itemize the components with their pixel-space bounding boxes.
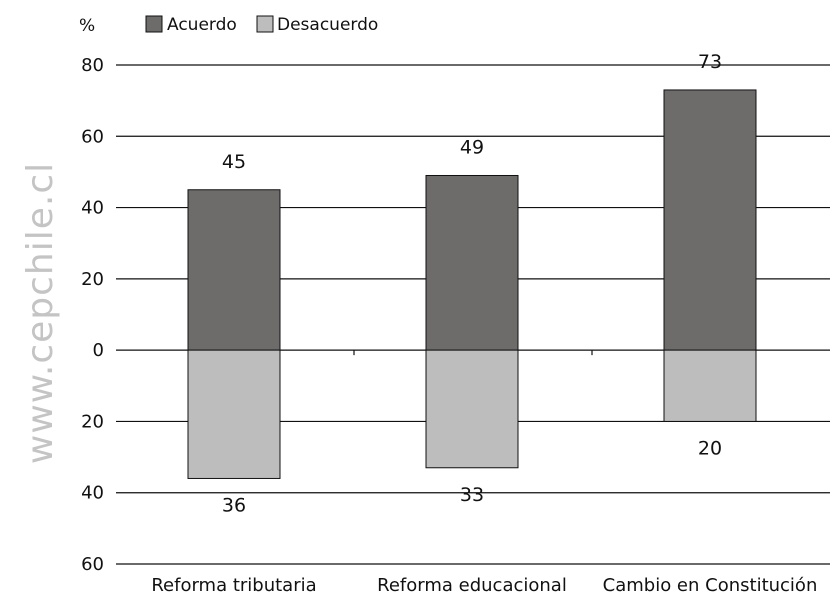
data-label-acuerdo: 73 <box>698 51 722 73</box>
legend: Acuerdo Desacuerdo <box>145 15 378 35</box>
bar-desacuerdo <box>663 349 757 422</box>
bar-desacuerdo <box>187 349 281 479</box>
legend-swatch-desacuerdo <box>256 15 274 33</box>
watermark-text: www.cepchile.cl <box>20 162 61 464</box>
data-label-desacuerdo: 20 <box>698 437 722 459</box>
legend-label-desacuerdo: Desacuerdo <box>277 15 378 35</box>
data-label-acuerdo: 49 <box>460 136 484 158</box>
legend-label-acuerdo: Acuerdo <box>167 15 237 35</box>
y-tick-label: 40 <box>81 483 104 504</box>
bar-acuerdo <box>663 89 757 351</box>
bar-acuerdo <box>187 189 281 351</box>
y-tick-label: 40 <box>81 198 104 219</box>
y-tick-label: 60 <box>81 126 104 147</box>
category-label: Cambio en Constitución <box>603 575 818 596</box>
bar-desacuerdo <box>425 349 519 469</box>
legend-swatch-acuerdo <box>145 15 163 33</box>
data-label-desacuerdo: 33 <box>460 484 484 506</box>
y-axis-ticks: 80 60 40 20 0 20 40 60 <box>81 55 104 575</box>
y-tick-label: 20 <box>81 269 104 290</box>
data-label-desacuerdo: 36 <box>222 494 246 516</box>
data-labels: 45 36 49 33 73 20 <box>222 51 722 517</box>
bars <box>187 89 757 479</box>
y-tick-label: 60 <box>81 554 104 575</box>
bar-acuerdo <box>425 174 519 351</box>
y-tick-label: 0 <box>93 340 104 361</box>
y-unit-label: % <box>79 16 95 36</box>
category-label: Reforma educacional <box>377 575 567 596</box>
y-tick-label: 80 <box>81 55 104 76</box>
category-labels: Reforma tributaria Reforma educacional Cam… <box>151 575 817 596</box>
y-tick-label: 20 <box>81 411 104 432</box>
data-label-acuerdo: 45 <box>222 151 246 173</box>
category-label: Reforma tributaria <box>151 575 316 596</box>
